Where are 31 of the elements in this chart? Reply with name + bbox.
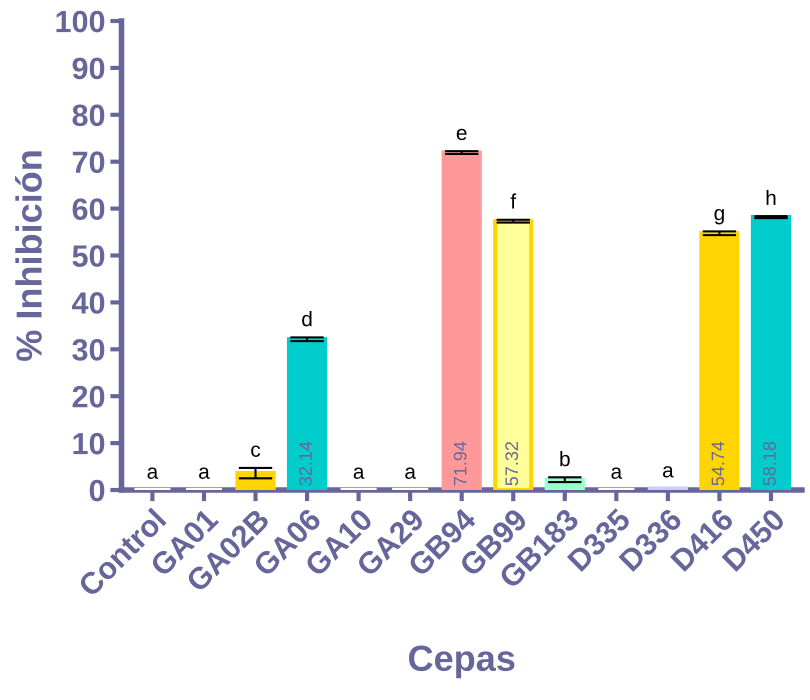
- annotation: e: [456, 128, 467, 140]
- y-tick-label: 70: [72, 151, 104, 174]
- annotation: a: [611, 468, 622, 479]
- y-axis-title: % Inhibición: [15, 151, 42, 361]
- annotation: b: [560, 450, 570, 466]
- data-label: 58.18: [763, 442, 776, 486]
- annotation: a: [405, 468, 416, 479]
- annotation: a: [199, 468, 210, 479]
- y-tick-label: 20: [72, 386, 104, 408]
- y-tick-label: 80: [72, 104, 104, 126]
- annotation: h: [766, 190, 776, 205]
- annotation: f: [510, 193, 516, 208]
- y-tick-label: 30: [72, 339, 104, 361]
- annotation: a: [354, 468, 364, 479]
- y-tick-label: 90: [72, 58, 104, 80]
- data-label: 54.74: [712, 442, 724, 486]
- annotation: c: [251, 445, 260, 457]
- y-tick-label: 60: [72, 198, 104, 220]
- x-axis-title: Cepas: [408, 646, 514, 678]
- y-tick-label: 40: [72, 292, 104, 314]
- y-tick-label: 0: [90, 480, 104, 502]
- data-label: 57.32: [505, 442, 518, 486]
- data-label: 71.94: [454, 442, 467, 486]
- annotation: a: [148, 468, 158, 479]
- annotation: g: [714, 208, 724, 224]
- annotation: a: [662, 466, 674, 478]
- annotation: d: [302, 311, 312, 326]
- y-tick-label: 50: [72, 245, 104, 267]
- data-label: 32.14: [299, 442, 312, 486]
- y-tick-label: 10: [73, 432, 104, 454]
- y-tick-label: 100: [56, 10, 104, 32]
